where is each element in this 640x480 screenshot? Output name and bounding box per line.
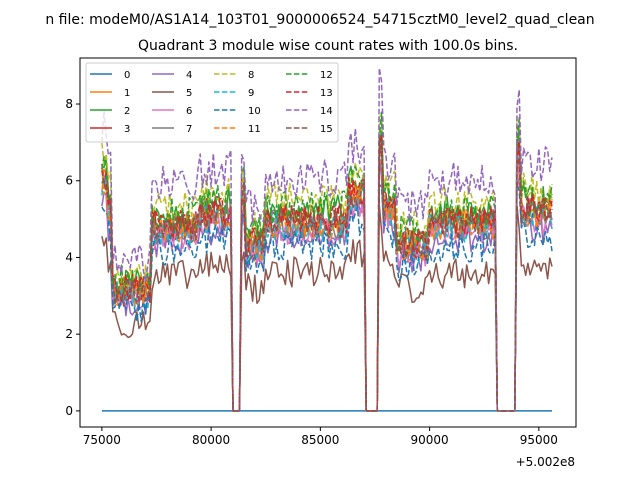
axes-frame xyxy=(79,57,577,428)
x-axis-ticks: 75000 80000 85000 90000 95000 xyxy=(83,427,558,447)
legend-label-5: 5 xyxy=(186,88,192,99)
x-tick-label: 95000 xyxy=(520,433,558,447)
y-tick-label: 4 xyxy=(65,250,73,264)
series-line-12 xyxy=(101,111,553,412)
legend-label-14: 14 xyxy=(320,106,333,117)
legend-label-1: 1 xyxy=(124,88,130,99)
legend-label-12: 12 xyxy=(320,70,333,81)
x-offset-label: +5.002e8 xyxy=(516,455,575,469)
x-tick-label: 80000 xyxy=(192,433,230,447)
legend-label-8: 8 xyxy=(248,70,254,81)
y-tick-label: 8 xyxy=(65,97,73,111)
figure-suptitle: n file: modeM0/AS1A14_103T01_9000006524_… xyxy=(45,12,594,28)
x-tick-label: 75000 xyxy=(83,433,121,447)
x-tick-label: 85000 xyxy=(301,433,339,447)
legend-label-2: 2 xyxy=(124,106,130,117)
legend-label-4: 4 xyxy=(186,70,192,81)
legend-label-9: 9 xyxy=(248,88,254,99)
series-line-15 xyxy=(101,136,553,412)
legend-label-13: 13 xyxy=(320,88,333,99)
chart-title: Quadrant 3 module wise count rates with … xyxy=(138,38,518,54)
y-tick-label: 6 xyxy=(65,174,73,188)
series-line-8 xyxy=(101,113,553,412)
x-tick-label: 90000 xyxy=(411,433,449,447)
legend-label-6: 6 xyxy=(186,106,192,117)
y-tick-label: 0 xyxy=(65,404,73,418)
legend-label-3: 3 xyxy=(124,124,130,135)
legend-label-7: 7 xyxy=(186,124,192,135)
series-line-9 xyxy=(101,154,553,412)
series-line-10 xyxy=(101,183,553,412)
legend-label-11: 11 xyxy=(248,124,261,135)
legend-label-10: 10 xyxy=(248,106,261,117)
series-line-14 xyxy=(101,67,553,412)
legend-box xyxy=(85,62,339,143)
y-tick-label: 2 xyxy=(65,327,73,341)
legend-label-0: 0 xyxy=(124,70,130,81)
plot-lines xyxy=(101,67,553,412)
legend-label-15: 15 xyxy=(320,124,333,135)
y-axis-ticks: 0 2 4 6 8 xyxy=(65,97,80,418)
series-line-5 xyxy=(101,204,553,412)
series-line-11 xyxy=(101,155,553,412)
